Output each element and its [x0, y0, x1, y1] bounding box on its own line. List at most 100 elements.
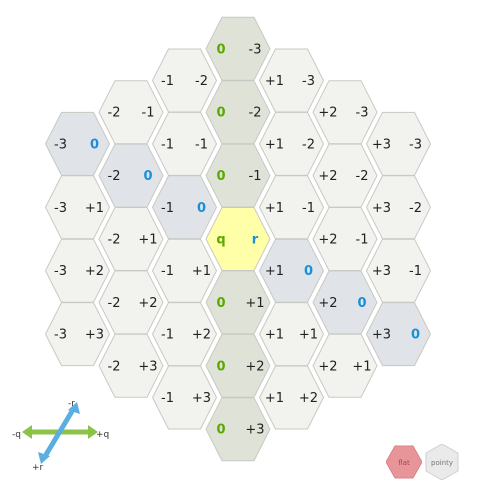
hex-r-label: -2: [302, 137, 315, 152]
hex-q-label: 0: [216, 359, 225, 374]
hex-q-label: +3: [372, 137, 391, 152]
hex-cell[interactable]: -2 -1: [98, 80, 164, 145]
hex-q-label: -2: [108, 106, 121, 121]
pointy-button[interactable]: pointy: [424, 444, 460, 480]
hex-cell[interactable]: -1 +2: [151, 302, 218, 367]
legend-plus-q: +q: [96, 430, 109, 440]
hex-q-label: +3: [372, 201, 391, 216]
legend-minus-q: -q: [12, 430, 21, 440]
hex-shape: [44, 302, 111, 367]
hex-cell[interactable]: +1 0: [258, 238, 325, 303]
hex-q-label: -2: [108, 296, 121, 311]
hex-q-label: -1: [161, 328, 174, 343]
hex-r-label: +2: [192, 328, 211, 343]
hex-q-label: +3: [372, 328, 391, 343]
hex-cell[interactable]: -1 0: [151, 175, 218, 240]
hex-r-label: -1: [302, 201, 315, 216]
hex-cell[interactable]: +1 -3: [258, 48, 325, 113]
hex-cell[interactable]: +2 -1: [312, 207, 378, 271]
hex-cell[interactable]: 0 +1: [205, 270, 271, 335]
hex-r-label: +2: [299, 391, 318, 406]
hex-cell[interactable]: -2 +2: [98, 270, 164, 335]
hex-cell[interactable]: 0 +2: [205, 333, 271, 398]
hex-cell[interactable]: -1 +1: [151, 238, 218, 303]
hex-cell[interactable]: -2 +3: [98, 333, 164, 398]
hex-q-label: -3: [54, 328, 67, 343]
hex-shape: [98, 333, 164, 398]
axis-legend: -r +r -q +q: [12, 399, 109, 472]
hex-shape: [365, 302, 432, 367]
hex-q-label: +2: [318, 296, 337, 311]
hex-q-label: +1: [265, 328, 284, 343]
hex-r-label: -3: [249, 42, 262, 57]
hex-r-label: +1: [299, 328, 318, 343]
hex-r-label: -3: [356, 106, 369, 121]
hex-q-label: 0: [216, 423, 225, 438]
hex-q-label: -2: [108, 359, 121, 374]
hex-cell[interactable]: +2 -3: [312, 80, 378, 145]
flat-button[interactable]: flat: [386, 444, 422, 480]
hex-r-label: -1: [409, 264, 422, 279]
hex-q-label: +2: [318, 359, 337, 374]
hex-q-label: 0: [216, 42, 225, 57]
hex-r-label: r: [252, 233, 259, 248]
hex-q-label: -2: [108, 233, 121, 248]
hex-q-label: 0: [216, 106, 225, 121]
hex-r-label: -2: [249, 106, 262, 121]
hex-q-label: +1: [265, 201, 284, 216]
hex-cell[interactable]: -3 +1: [44, 175, 111, 240]
hex-cell[interactable]: 0 -2: [205, 80, 271, 145]
hex-cell[interactable]: +3 -2: [365, 175, 432, 240]
hex-shape: [151, 365, 218, 430]
hex-cell[interactable]: -2 +1: [98, 207, 164, 271]
hex-cell[interactable]: -1 -1: [151, 111, 218, 176]
hex-cell[interactable]: +1 -2: [258, 111, 325, 176]
hex-q-label: -3: [54, 137, 67, 152]
hex-q-label: q: [216, 233, 225, 248]
hex-r-label: +3: [192, 391, 211, 406]
hex-r-label: -1: [356, 233, 369, 248]
hex-cell[interactable]: -3 +2: [44, 238, 111, 303]
hex-cell[interactable]: -1 +3: [151, 365, 218, 430]
hex-cell[interactable]: 0 -1: [205, 143, 271, 208]
hex-cell[interactable]: +2 -2: [312, 143, 378, 208]
hex-q-label: -1: [161, 264, 174, 279]
hex-r-label: 0: [411, 328, 420, 343]
hex-cell[interactable]: 0 -3: [205, 16, 271, 81]
hex-cell[interactable]: -2 0: [98, 143, 164, 208]
hex-cell[interactable]: +2 +1: [312, 333, 378, 398]
hex-cell[interactable]: +2 0: [312, 270, 378, 335]
hex-r-label: 0: [143, 169, 152, 184]
hex-shape: [205, 397, 271, 462]
hex-q-label: +3: [372, 264, 391, 279]
hex-cell[interactable]: +3 -3: [365, 111, 432, 176]
hex-cell[interactable]: +1 +2: [258, 365, 325, 430]
hex-q-label: -1: [161, 201, 174, 216]
hex-r-label: 0: [357, 296, 366, 311]
hex-r-label: -2: [195, 74, 208, 89]
hex-q-label: 0: [216, 169, 225, 184]
hex-q-label: +2: [318, 106, 337, 121]
hex-r-label: +1: [192, 264, 211, 279]
hex-cell[interactable]: -1 -2: [151, 48, 218, 113]
hex-cell[interactable]: -3 +3: [44, 302, 111, 367]
hex-shape: [258, 365, 325, 430]
hex-cell[interactable]: 0 +3: [205, 397, 271, 462]
hex-cell[interactable]: -3 0: [44, 111, 111, 176]
flat-button-label: flat: [398, 459, 410, 467]
hex-q-label: +2: [318, 233, 337, 248]
hex-cell[interactable]: +1 +1: [258, 302, 325, 367]
hex-r-label: -2: [356, 169, 369, 184]
hex-q-label: +1: [265, 391, 284, 406]
hex-r-label: -3: [302, 74, 315, 89]
hex-q-label: 0: [216, 296, 225, 311]
hex-cell[interactable]: +3 -1: [365, 238, 432, 303]
hex-r-label: -3: [409, 137, 422, 152]
hex-cell[interactable]: +3 0: [365, 302, 432, 367]
hex-q-label: +1: [265, 264, 284, 279]
hex-r-label: -1: [142, 106, 155, 121]
hex-cell[interactable]: +1 -1: [258, 175, 325, 240]
hex-r-label: -1: [195, 137, 208, 152]
